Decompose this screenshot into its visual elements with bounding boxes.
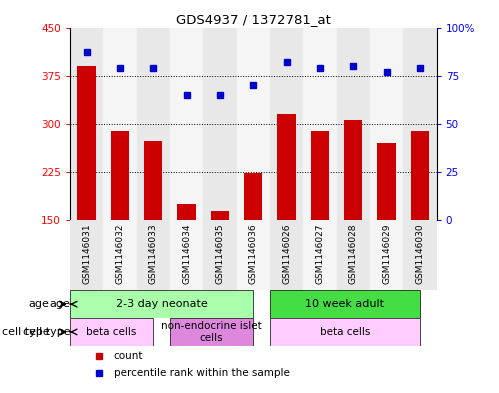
Bar — [103, 28, 137, 220]
Text: count: count — [114, 351, 143, 361]
Bar — [111, 131, 129, 220]
Text: GSM1146026: GSM1146026 — [282, 223, 291, 284]
Bar — [244, 173, 262, 220]
Text: non-endocrine islet
cells: non-endocrine islet cells — [161, 321, 262, 343]
Text: GSM1146035: GSM1146035 — [216, 223, 225, 284]
Bar — [70, 318, 153, 346]
Text: GSM1146034: GSM1146034 — [182, 223, 191, 284]
Bar — [103, 220, 137, 290]
Bar — [270, 290, 420, 318]
Text: GSM1146028: GSM1146028 — [349, 223, 358, 284]
Text: age: age — [50, 299, 70, 309]
Title: GDS4937 / 1372781_at: GDS4937 / 1372781_at — [176, 13, 331, 26]
Bar — [70, 28, 103, 220]
Text: 2-3 day neonate: 2-3 day neonate — [116, 299, 208, 309]
Bar — [270, 318, 420, 346]
Bar — [403, 28, 437, 220]
Text: 10 week adult: 10 week adult — [305, 299, 384, 309]
Text: GSM1146030: GSM1146030 — [416, 223, 425, 284]
Bar — [170, 28, 203, 220]
Bar — [337, 28, 370, 220]
Text: beta cells: beta cells — [320, 327, 370, 337]
Bar — [137, 220, 170, 290]
Bar — [177, 204, 196, 220]
Bar — [170, 220, 203, 290]
Text: GSM1146027: GSM1146027 — [315, 223, 324, 284]
Bar — [70, 290, 253, 318]
Text: beta cells: beta cells — [86, 327, 137, 337]
Bar — [70, 220, 103, 290]
Bar — [370, 28, 403, 220]
Bar — [270, 28, 303, 220]
Bar — [211, 211, 229, 220]
Bar — [344, 120, 362, 220]
Text: GSM1146031: GSM1146031 — [82, 223, 91, 284]
Bar — [270, 220, 303, 290]
Bar — [144, 141, 162, 220]
Bar — [403, 220, 437, 290]
Bar — [303, 28, 337, 220]
Bar — [237, 28, 270, 220]
Text: percentile rank within the sample: percentile rank within the sample — [114, 368, 290, 378]
Bar — [203, 28, 237, 220]
Bar — [137, 28, 170, 220]
Bar — [303, 220, 337, 290]
Bar — [411, 131, 429, 220]
Bar — [237, 220, 270, 290]
Text: GSM1146032: GSM1146032 — [115, 223, 124, 284]
Bar — [203, 220, 237, 290]
Bar — [377, 143, 396, 220]
Bar — [277, 114, 296, 220]
Bar — [370, 220, 403, 290]
Text: GSM1146033: GSM1146033 — [149, 223, 158, 284]
Text: cell type: cell type — [2, 327, 50, 337]
Bar — [77, 66, 96, 220]
Bar — [170, 318, 253, 346]
Text: cell type: cell type — [23, 327, 70, 337]
Text: GSM1146029: GSM1146029 — [382, 223, 391, 284]
Text: age: age — [29, 299, 50, 309]
Bar — [311, 131, 329, 220]
Bar — [337, 220, 370, 290]
Text: GSM1146036: GSM1146036 — [249, 223, 258, 284]
